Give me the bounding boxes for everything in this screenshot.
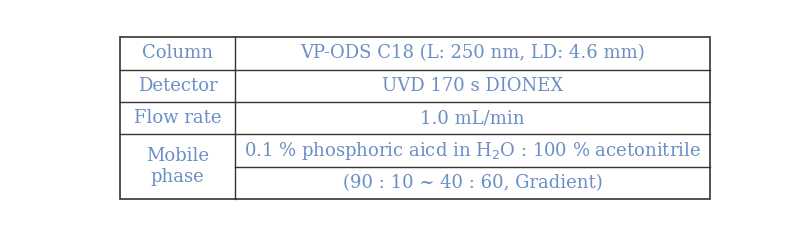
Text: UVD 170 s DIONEX: UVD 170 s DIONEX bbox=[382, 77, 563, 95]
Text: (90 : 10 ~ 40 : 60, Gradient): (90 : 10 ~ 40 : 60, Gradient) bbox=[343, 174, 603, 192]
Text: 1.0 mL/min: 1.0 mL/min bbox=[420, 109, 525, 127]
Text: Column: Column bbox=[142, 44, 213, 62]
Bar bbox=[120, 37, 710, 199]
Text: Detector: Detector bbox=[138, 77, 217, 95]
Text: VP-ODS C18 (L: 250 nm, LD: 4.6 mm): VP-ODS C18 (L: 250 nm, LD: 4.6 mm) bbox=[301, 44, 645, 62]
Text: Mobile
phase: Mobile phase bbox=[146, 147, 209, 186]
Text: Flow rate: Flow rate bbox=[134, 109, 221, 127]
Text: 0.1 % phosphoric aicd in H$_{2}$O : 100 % acetonitrile: 0.1 % phosphoric aicd in H$_{2}$O : 100 … bbox=[244, 140, 701, 162]
